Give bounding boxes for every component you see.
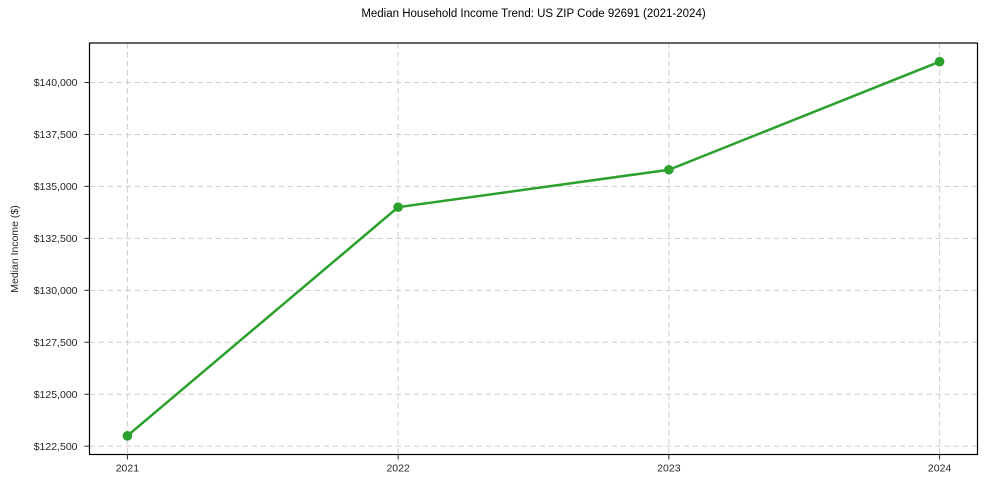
y-tick-label: $140,000 <box>34 77 78 89</box>
data-point-marker <box>934 56 945 67</box>
y-tick-label: $137,500 <box>34 129 78 141</box>
y-tick-label: $125,000 <box>34 389 78 401</box>
chart-title: Median Household Income Trend: US ZIP Co… <box>361 8 706 20</box>
y-tick-label: $135,000 <box>34 181 78 193</box>
y-tick-label: $127,500 <box>34 337 78 349</box>
trend-line <box>126 60 941 438</box>
y-tick-label: $132,500 <box>34 233 78 245</box>
x-tick-label: 2024 <box>928 463 952 475</box>
data-point-marker <box>122 430 133 441</box>
data-point-marker <box>664 164 674 175</box>
data-point-marker <box>393 202 403 212</box>
plot-border <box>88 42 979 456</box>
x-tick-label: 2021 <box>116 463 140 475</box>
x-tick-label: 2023 <box>657 463 681 475</box>
y-tick-label: $130,000 <box>34 285 78 297</box>
x-tick-label: 2022 <box>386 463 410 475</box>
y-tick-label: $122,500 <box>34 441 78 453</box>
